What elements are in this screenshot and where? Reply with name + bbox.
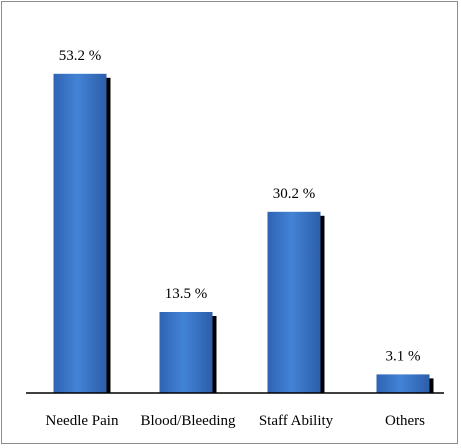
- bar-others: [376, 374, 430, 393]
- bars: [53, 73, 430, 394]
- bar-blood-bleeding: [159, 312, 213, 393]
- bar-shadows: [57, 77, 434, 394]
- bar-staff-ability: [267, 211, 321, 393]
- data-label: 13.5 %: [165, 286, 208, 302]
- data-label: 53.2 %: [59, 48, 102, 64]
- category-label: Others: [385, 413, 425, 429]
- category-labels: Needle Pain Blood/Bleeding Staff Ability Ot…: [46, 413, 426, 429]
- category-label: Needle Pain: [46, 413, 119, 429]
- bar-chart: 53.2 % 13.5 % 30.2 % 3.1 % Needle Pain Blood…: [26, 48, 444, 429]
- data-label: 30.2 %: [273, 186, 316, 202]
- data-labels: 53.2 % 13.5 % 30.2 % 3.1 %: [59, 48, 421, 365]
- category-label: Staff Ability: [259, 413, 334, 429]
- category-label: Blood/Bleeding: [141, 413, 236, 429]
- data-label: 3.1 %: [386, 348, 421, 364]
- bar-needle-pain: [53, 73, 107, 394]
